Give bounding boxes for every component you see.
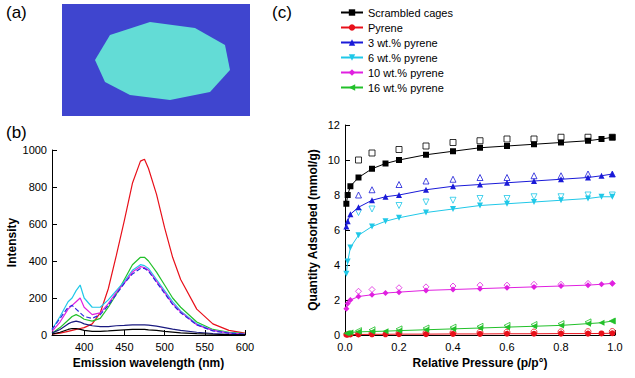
svg-text:Relative Pressure (p/p°): Relative Pressure (p/p°) xyxy=(413,356,548,370)
svg-text:500: 500 xyxy=(155,341,173,353)
svg-text:600: 600 xyxy=(236,341,254,353)
svg-text:2: 2 xyxy=(334,294,340,306)
svg-text:16 wt.% pyrene: 16 wt.% pyrene xyxy=(368,82,444,94)
svg-text:0.4: 0.4 xyxy=(445,341,460,353)
svg-text:4: 4 xyxy=(334,259,340,271)
svg-text:400: 400 xyxy=(29,255,47,267)
svg-text:(b): (b) xyxy=(6,123,27,142)
svg-text:200: 200 xyxy=(29,292,47,304)
svg-text:Intensity: Intensity xyxy=(5,218,19,268)
svg-text:800: 800 xyxy=(29,181,47,193)
svg-text:450: 450 xyxy=(115,341,133,353)
svg-text:0.2: 0.2 xyxy=(391,341,406,353)
svg-text:0.8: 0.8 xyxy=(553,341,568,353)
svg-text:12: 12 xyxy=(328,119,340,131)
svg-text:400: 400 xyxy=(75,341,93,353)
svg-text:0.0: 0.0 xyxy=(337,341,352,353)
svg-text:(c): (c) xyxy=(272,3,292,22)
svg-text:Scrambled cages: Scrambled cages xyxy=(368,7,453,19)
svg-text:Emission wavelength (nm): Emission wavelength (nm) xyxy=(73,356,224,370)
svg-text:Pyrene: Pyrene xyxy=(368,22,403,34)
svg-text:600: 600 xyxy=(29,218,47,230)
svg-text:3 wt.% pyrene: 3 wt.% pyrene xyxy=(368,37,438,49)
svg-text:8: 8 xyxy=(334,189,340,201)
svg-text:6 wt.% pyrene: 6 wt.% pyrene xyxy=(368,52,438,64)
svg-text:0.6: 0.6 xyxy=(499,341,514,353)
svg-text:0: 0 xyxy=(334,329,340,341)
svg-text:(a): (a) xyxy=(6,3,27,22)
svg-text:Quantity Adsorbed (mmol/g): Quantity Adsorbed (mmol/g) xyxy=(306,149,320,311)
svg-text:1.0: 1.0 xyxy=(607,341,622,353)
svg-text:6: 6 xyxy=(334,224,340,236)
svg-text:10: 10 xyxy=(328,154,340,166)
svg-text:1000: 1000 xyxy=(23,144,47,156)
svg-text:0: 0 xyxy=(41,329,47,341)
svg-text:550: 550 xyxy=(196,341,214,353)
svg-text:10 wt.% pyrene: 10 wt.% pyrene xyxy=(368,67,444,79)
